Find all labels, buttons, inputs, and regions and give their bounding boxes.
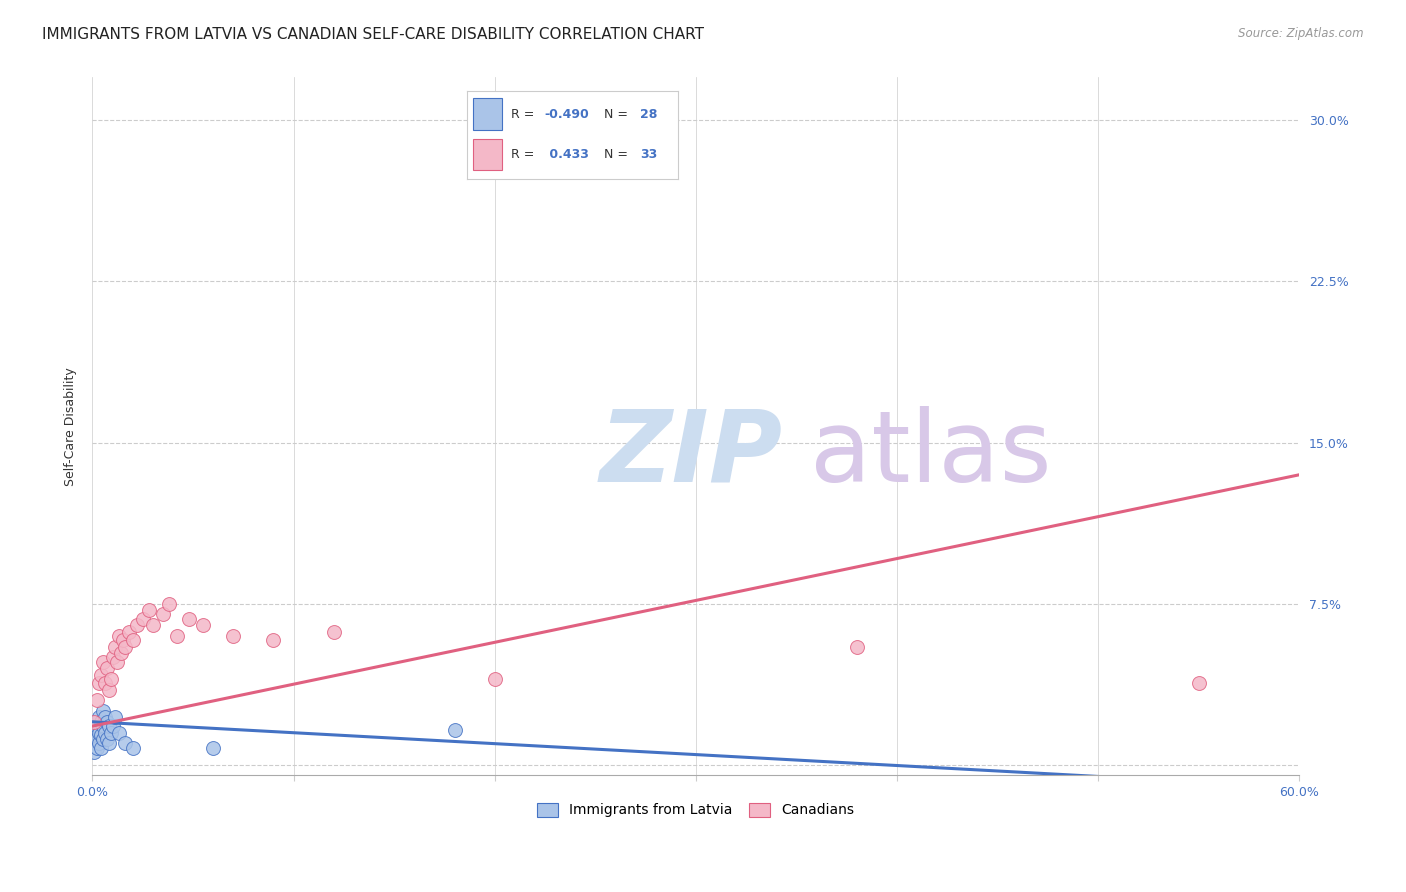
- Point: [86, 693, 108, 707]
- Point: [97, 736, 120, 750]
- Point: [118, 624, 141, 639]
- Point: [86, 719, 108, 733]
- Point: [87, 725, 110, 739]
- Point: [107, 725, 129, 739]
- Text: atlas: atlas: [810, 406, 1052, 503]
- Point: [845, 640, 868, 654]
- Point: [121, 633, 143, 648]
- Point: [101, 650, 124, 665]
- Point: [142, 618, 165, 632]
- Point: [125, 618, 148, 632]
- Point: [93, 725, 115, 739]
- Point: [121, 740, 143, 755]
- Legend: Immigrants from Latvia, Canadians: Immigrants from Latvia, Canadians: [530, 796, 862, 824]
- Point: [443, 723, 465, 738]
- Point: [86, 740, 108, 755]
- Point: [83, 736, 105, 750]
- Point: [97, 682, 120, 697]
- Point: [87, 710, 110, 724]
- Point: [90, 667, 112, 681]
- Point: [191, 618, 214, 632]
- Point: [222, 629, 245, 643]
- Point: [86, 731, 108, 746]
- Point: [322, 624, 344, 639]
- Point: [90, 728, 112, 742]
- Point: [138, 603, 160, 617]
- Point: [1188, 676, 1211, 690]
- Point: [132, 612, 155, 626]
- Point: [83, 714, 105, 729]
- Point: [484, 672, 506, 686]
- Point: [100, 725, 122, 739]
- Point: [93, 710, 115, 724]
- Point: [91, 719, 114, 733]
- Text: ZIP: ZIP: [599, 406, 782, 503]
- Point: [96, 731, 118, 746]
- Point: [110, 646, 132, 660]
- Point: [114, 736, 136, 750]
- Y-axis label: Self-Care Disability: Self-Care Disability: [65, 368, 77, 486]
- Point: [152, 607, 174, 622]
- Point: [87, 676, 110, 690]
- Point: [157, 597, 180, 611]
- Point: [87, 736, 110, 750]
- Point: [91, 731, 114, 746]
- Point: [202, 740, 225, 755]
- Point: [104, 640, 127, 654]
- Point: [91, 704, 114, 718]
- Point: [96, 714, 118, 729]
- Point: [114, 640, 136, 654]
- Point: [90, 714, 112, 729]
- Point: [83, 745, 105, 759]
- Point: [263, 633, 285, 648]
- Point: [100, 672, 122, 686]
- Point: [101, 719, 124, 733]
- Point: [104, 710, 127, 724]
- Point: [177, 612, 200, 626]
- Text: IMMIGRANTS FROM LATVIA VS CANADIAN SELF-CARE DISABILITY CORRELATION CHART: IMMIGRANTS FROM LATVIA VS CANADIAN SELF-…: [42, 27, 704, 42]
- Point: [93, 676, 115, 690]
- Point: [111, 633, 134, 648]
- Point: [105, 655, 128, 669]
- Point: [107, 629, 129, 643]
- Point: [166, 629, 188, 643]
- Point: [91, 655, 114, 669]
- Point: [96, 661, 118, 675]
- Text: Source: ZipAtlas.com: Source: ZipAtlas.com: [1239, 27, 1364, 40]
- Point: [90, 740, 112, 755]
- Point: [97, 719, 120, 733]
